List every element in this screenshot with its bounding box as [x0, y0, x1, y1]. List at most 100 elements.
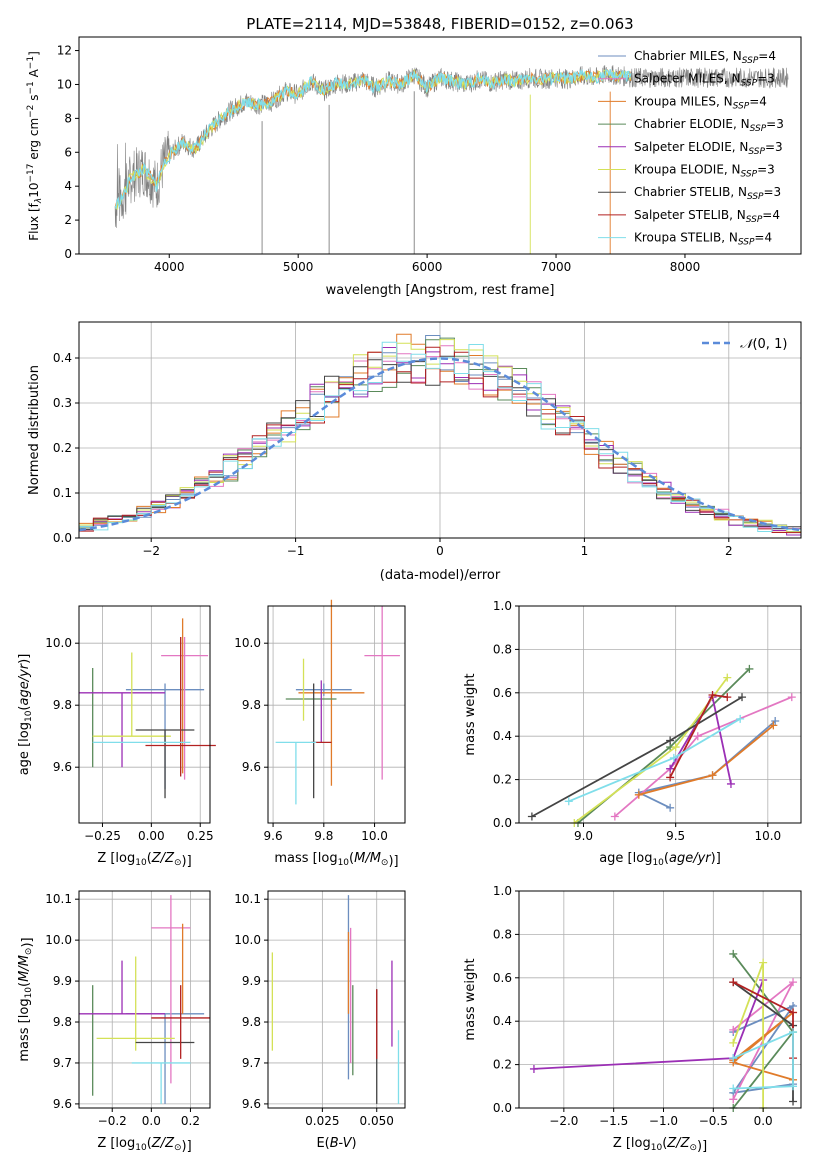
y-tick-label: 0.0 [53, 531, 72, 545]
x-axis-label: age [log10(age/yr)] [599, 851, 721, 868]
weight_vs_age-frame [518, 605, 802, 824]
x-tick-label: 9.8 [314, 829, 333, 843]
y-tick-label: 1.0 [493, 599, 512, 613]
weight-point-marker [666, 764, 675, 773]
y-tick-label: 6 [64, 145, 72, 159]
y-axis-label: mass weight [463, 673, 478, 755]
y-tick-label: 10.1 [234, 892, 261, 906]
x-tick-label: 0 [436, 544, 444, 558]
weight-point-marker [634, 790, 643, 799]
y-tick-label: 0.2 [493, 773, 512, 787]
x-tick-label: −2 [142, 544, 160, 558]
x-axis-label: wavelength [Angstrom, rest frame] [326, 283, 555, 298]
y-tick-label: 9.8 [53, 698, 72, 712]
x-tick-label: 9.6 [264, 829, 283, 843]
y-tick-label: 4 [64, 179, 72, 193]
y-tick-label: 9.6 [53, 760, 72, 774]
y-tick-label: 0.2 [53, 441, 72, 455]
legend-entry: Chabrier ELODIE, NSSP=3 [634, 117, 784, 134]
legend-entry: Kroupa ELODIE, NSSP=3 [634, 163, 775, 180]
x-tick-label: 0.0 [754, 1114, 773, 1128]
x-tick-label: 10.0 [361, 829, 388, 843]
y-tick-label: 12 [57, 44, 72, 58]
gaussian-reference-line [78, 357, 802, 532]
model-fit-line [114, 68, 632, 210]
y-tick-label: 0.4 [493, 729, 512, 743]
y-tick-label: 9.7 [242, 1056, 261, 1070]
x-tick-label: 0.00 [138, 829, 165, 843]
weight-point-marker [729, 1095, 738, 1104]
legend-entry: Chabrier STELIB, NSSP=3 [634, 185, 781, 202]
y-tick-label: 1.0 [493, 884, 512, 898]
y-tick-label: 0.0 [493, 1101, 512, 1115]
weight-point-marker [610, 812, 619, 821]
age_vs_mass-frame [267, 605, 406, 824]
y-tick-label: 9.9 [242, 974, 261, 988]
y-tick-label: 9.6 [53, 1097, 72, 1111]
y-tick-label: 9.7 [53, 1056, 72, 1070]
y-tick-label: 10 [57, 77, 72, 91]
age_vs_Z-frame [78, 605, 211, 824]
chart-title: PLATE=2114, MJD=53848, FIBERID=0152, z=0… [246, 15, 633, 33]
weight-point-marker [708, 690, 717, 699]
age_vs_mass-panel: mass [log10(M/M⊙)] [264, 599, 406, 869]
weight-point-marker [708, 771, 717, 780]
y-tick-label: 9.8 [53, 1015, 72, 1029]
weight-point-marker [729, 1025, 738, 1034]
x-tick-label: 1 [581, 544, 589, 558]
x-tick-label: 10.0 [754, 829, 781, 843]
x-tick-label: −0.25 [84, 829, 121, 843]
x-tick-label: 0.2 [181, 1114, 200, 1128]
x-tick-label: 2 [725, 544, 733, 558]
x-axis-label: (data-model)/error [380, 568, 501, 583]
weight-point-marker [666, 803, 675, 812]
weight-series-line [533, 979, 764, 1070]
legend-entry: 𝒩(0, 1) [740, 337, 787, 352]
weight-point-marker [723, 693, 732, 702]
weight-point-marker [671, 743, 680, 752]
x-axis-label: Z [log10(Z/Z⊙)] [613, 1136, 707, 1154]
x-tick-label: −0.2 [98, 1114, 127, 1128]
y-tick-label: 10.0 [45, 933, 72, 947]
weight-point-marker [771, 717, 780, 726]
weight-point-marker [666, 736, 675, 745]
histogram-panel: Normed distribution 𝒩(0, 1) [27, 321, 802, 542]
weight-point-marker [729, 1084, 738, 1093]
y-tick-label: 10.0 [234, 636, 261, 650]
weight-point-marker [669, 753, 678, 762]
y-tick-label: 10.0 [234, 933, 261, 947]
legend-entry: Salpeter STELIB, NSSP=4 [634, 208, 780, 225]
weight-point-marker [769, 721, 778, 730]
age_vs_Z-panel: Z [log10(Z/Z⊙)] age [log10(age/yr)] [17, 605, 216, 869]
y-tick-label: 9.9 [53, 974, 72, 988]
x-tick-label: 9.5 [666, 829, 685, 843]
y-tick-label: 8 [64, 111, 72, 125]
y-tick-label: 0.0 [493, 816, 512, 830]
histogram-series [79, 341, 801, 536]
y-tick-label: 0.2 [493, 1058, 512, 1072]
x-tick-label: −1.0 [649, 1114, 678, 1128]
weight-point-marker [723, 673, 732, 682]
x-tick-label: −1 [287, 544, 305, 558]
weight-point-marker [738, 693, 747, 702]
y-tick-label: 0.4 [493, 1014, 512, 1028]
y-tick-label: 0.8 [493, 642, 512, 656]
x-tick-label: 7000 [541, 260, 572, 274]
y-tick-label: 0.8 [493, 927, 512, 941]
x-tick-label: −0.5 [699, 1114, 728, 1128]
x-tick-label: 0.0 [142, 1114, 161, 1128]
weight-point-marker [745, 664, 754, 673]
y-tick-label: 0.6 [493, 686, 512, 700]
spectrum-frame [78, 36, 802, 255]
weight_vs_Z-panel: Z [log10(Z/Z⊙)] mass weight [463, 890, 802, 1154]
x-tick-label: 9.0 [574, 829, 593, 843]
weight-point-marker [729, 1054, 738, 1063]
mass_vs_Z-frame [78, 890, 211, 1109]
weight-point-marker [529, 1064, 538, 1073]
legend-entry: Kroupa STELIB, NSSP=4 [634, 231, 772, 248]
weight-series-line [732, 1030, 794, 1090]
y-axis-label: Flux [fλ10−17 erg cm−2 s−1 A−1] [26, 51, 44, 241]
y-tick-label: 0.4 [53, 351, 72, 365]
weight-point-marker [789, 1082, 798, 1091]
